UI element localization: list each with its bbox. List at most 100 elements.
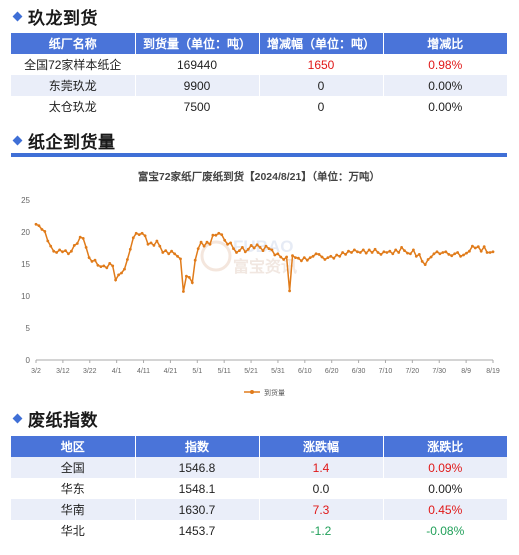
table-cell: 0.0	[259, 478, 384, 499]
data-point	[199, 240, 203, 244]
table-cell: -0.08%	[426, 523, 465, 538]
data-point	[450, 254, 454, 258]
data-point	[37, 224, 41, 227]
data-point	[367, 248, 371, 252]
table-cell: 0	[259, 75, 384, 96]
data-point	[261, 249, 265, 252]
data-point	[491, 250, 495, 254]
data-point	[252, 246, 256, 250]
data-point	[49, 244, 53, 248]
data-point	[270, 248, 274, 252]
table-cell: 0.00%	[428, 99, 463, 114]
data-point	[149, 241, 153, 245]
data-point	[235, 251, 238, 254]
data-point	[131, 236, 135, 240]
x-tick-label: 3/22	[83, 368, 97, 375]
data-point	[338, 254, 342, 258]
index-table: 地区 指数 涨跌幅 涨跌比 全国 1546.8 1.4 0.09% 华东 154…	[11, 436, 507, 541]
table-cell: 全国72家样本纸企	[11, 54, 136, 75]
data-point	[459, 254, 462, 258]
data-point	[99, 265, 103, 268]
data-point	[288, 289, 291, 293]
data-point	[438, 252, 442, 256]
data-point	[61, 250, 64, 254]
data-point	[187, 276, 191, 279]
table-row: 华南 1630.7 7.3 0.45%	[11, 499, 507, 520]
data-point	[456, 251, 459, 254]
arrivals-chart: 富宝72家纸厂废纸到货【2024/8/21】（单位：万吨） FUBAO 富宝资讯…	[11, 160, 507, 400]
x-tick-label: 4/11	[137, 368, 150, 375]
column-header: 纸厂名称	[11, 33, 136, 54]
data-point	[78, 235, 82, 239]
table-header-row: 纸厂名称 到货量（单位：吨） 增减幅（单位：吨） 增减比	[11, 33, 507, 54]
data-point	[332, 256, 336, 260]
data-point	[382, 250, 386, 254]
watermark-logo: FUBAO	[233, 237, 293, 256]
table-cell: 1548.1	[135, 478, 260, 499]
table-cell: 1.4	[259, 457, 384, 478]
table-cell: 0	[259, 96, 384, 117]
section-header-arrivals: 玖龙到货	[6, 4, 98, 29]
data-point	[249, 244, 253, 247]
table-cell: 7.3	[259, 499, 384, 520]
data-point	[344, 253, 347, 256]
data-point	[114, 278, 117, 282]
data-point	[164, 249, 168, 252]
data-point	[140, 231, 144, 235]
y-tick-label: 5	[26, 324, 31, 333]
data-point	[279, 255, 283, 259]
data-point	[406, 251, 409, 255]
data-point	[226, 242, 230, 246]
data-point	[102, 264, 106, 268]
x-tick-label: 5/1	[192, 368, 202, 375]
data-point	[190, 281, 194, 284]
data-point	[412, 248, 415, 252]
x-tick-label: 4/21	[164, 368, 178, 375]
x-tick-label: 3/2	[31, 368, 41, 375]
data-point	[155, 239, 159, 243]
data-point	[397, 251, 401, 254]
column-header: 到货量（单位：吨）	[135, 33, 260, 54]
column-header: 涨跌幅	[259, 436, 384, 457]
data-point	[158, 244, 162, 248]
data-point	[432, 252, 436, 256]
data-point	[258, 246, 262, 249]
data-point	[67, 252, 70, 256]
data-point	[429, 255, 433, 259]
x-tick-label: 3/12	[56, 368, 70, 375]
data-point	[217, 231, 221, 235]
data-point	[308, 256, 312, 259]
data-point	[55, 251, 58, 254]
section-header-waste-paper-index: 废纸指数	[6, 406, 98, 431]
table-cell: 9900	[135, 75, 260, 96]
data-point	[414, 254, 418, 258]
data-point	[205, 240, 209, 244]
table-cell: 1453.7	[135, 520, 260, 541]
data-point	[52, 249, 56, 253]
data-point	[223, 238, 227, 242]
data-point	[143, 234, 147, 238]
data-point	[423, 263, 427, 266]
arrivals-table: 纸厂名称 到货量（单位：吨） 增减幅（单位：吨） 增减比 全国72家样本纸企 1…	[11, 33, 507, 117]
data-point	[471, 244, 474, 248]
table-cell: 169440	[135, 54, 260, 75]
data-point	[108, 262, 112, 265]
column-header: 指数	[135, 436, 260, 457]
data-point	[300, 259, 303, 263]
y-tick-label: 25	[21, 196, 30, 205]
y-tick-label: 20	[21, 228, 30, 237]
data-point	[462, 253, 465, 257]
data-point	[447, 253, 451, 256]
table-cell: 1650	[259, 54, 384, 75]
data-point	[329, 254, 333, 258]
data-point	[46, 239, 50, 243]
table-cell: 1546.8	[135, 457, 260, 478]
table-cell: 华东	[11, 478, 136, 499]
table-cell: 华南	[11, 499, 136, 520]
table-cell: 东莞玖龙	[11, 75, 136, 96]
data-point	[335, 253, 339, 257]
data-point	[264, 244, 268, 248]
table-row: 全国 1546.8 1.4 0.09%	[11, 457, 507, 478]
y-tick-label: 10	[21, 292, 30, 301]
x-tick-label: 6/10	[298, 368, 312, 375]
